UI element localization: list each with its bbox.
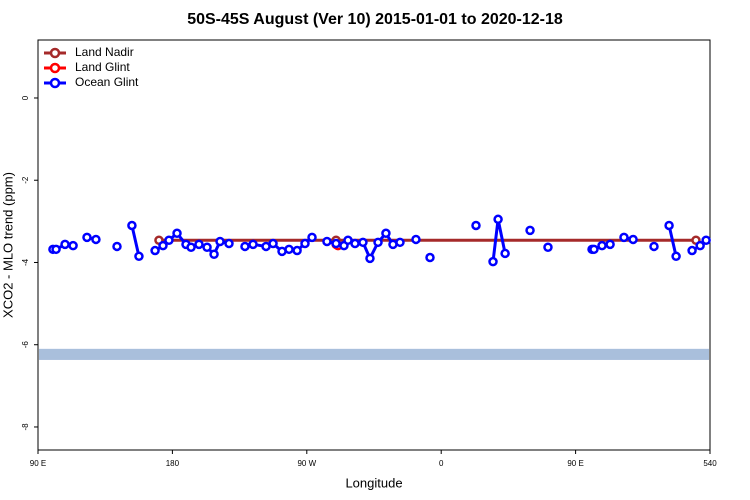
point — [525, 225, 535, 236]
point — [628, 234, 638, 245]
point — [488, 256, 498, 267]
point — [543, 242, 553, 253]
point — [649, 241, 659, 252]
point — [292, 245, 302, 256]
point — [343, 235, 353, 246]
point — [158, 240, 168, 251]
point — [358, 237, 368, 248]
chart-title: 50S-45S August (Ver 10) 2015-01-01 to 20… — [187, 11, 563, 28]
coverage-band — [39, 348, 709, 360]
point — [381, 228, 391, 239]
point — [209, 249, 219, 260]
point — [240, 241, 250, 252]
point — [202, 242, 212, 253]
point — [395, 237, 405, 248]
x-tick-label: 0 — [439, 459, 444, 468]
point — [91, 234, 101, 245]
x-tick-label: 90 E — [567, 459, 583, 468]
y-tick-label: -8 — [21, 423, 30, 431]
point — [701, 235, 711, 246]
point — [411, 234, 421, 245]
point — [597, 240, 607, 251]
legend-label: Land Glint — [75, 60, 130, 74]
point — [215, 236, 225, 247]
point — [268, 238, 278, 249]
point — [186, 242, 196, 253]
plot-frame — [37, 39, 711, 451]
x-axis-label: Longitude — [345, 475, 402, 490]
point — [493, 214, 503, 225]
y-tick-label: 0 — [21, 95, 30, 100]
point — [671, 251, 681, 262]
point — [134, 251, 144, 262]
x-tick-label: 540 — [703, 459, 717, 468]
point — [51, 244, 61, 255]
point — [127, 220, 137, 231]
x-tick-label: 90 E — [30, 459, 46, 468]
point — [687, 245, 697, 256]
x-tick-label: 90 W — [297, 459, 316, 468]
y-tick-label: -4 — [21, 258, 30, 266]
point — [331, 238, 341, 249]
y-tick-label: -2 — [21, 176, 30, 184]
point — [150, 245, 160, 256]
point — [322, 236, 332, 247]
point — [112, 241, 122, 252]
point — [82, 232, 92, 243]
point — [695, 240, 705, 251]
point — [365, 253, 375, 264]
legend-label: Land Nadir — [75, 45, 134, 59]
point — [589, 244, 599, 255]
legend-marker — [49, 77, 61, 89]
point — [373, 237, 383, 248]
point — [248, 239, 258, 250]
y-axis-label: XCO2 - MLO trend (ppm) — [0, 172, 15, 318]
point — [300, 238, 310, 249]
point — [471, 220, 481, 231]
point — [60, 239, 70, 250]
point — [172, 228, 182, 239]
legend-label: Ocean Glint — [75, 75, 139, 89]
point — [350, 238, 360, 249]
point — [224, 238, 234, 249]
point — [164, 235, 174, 246]
point — [425, 252, 435, 263]
legend-marker — [49, 62, 61, 74]
y-tick-label: -6 — [21, 341, 30, 349]
point — [284, 244, 294, 255]
point — [307, 232, 317, 243]
legend-marker — [49, 47, 61, 59]
point — [500, 248, 510, 259]
point — [605, 239, 615, 250]
point — [664, 220, 674, 231]
point — [619, 232, 629, 243]
point — [68, 240, 78, 251]
point — [194, 239, 204, 250]
x-tick-label: 180 — [166, 459, 180, 468]
